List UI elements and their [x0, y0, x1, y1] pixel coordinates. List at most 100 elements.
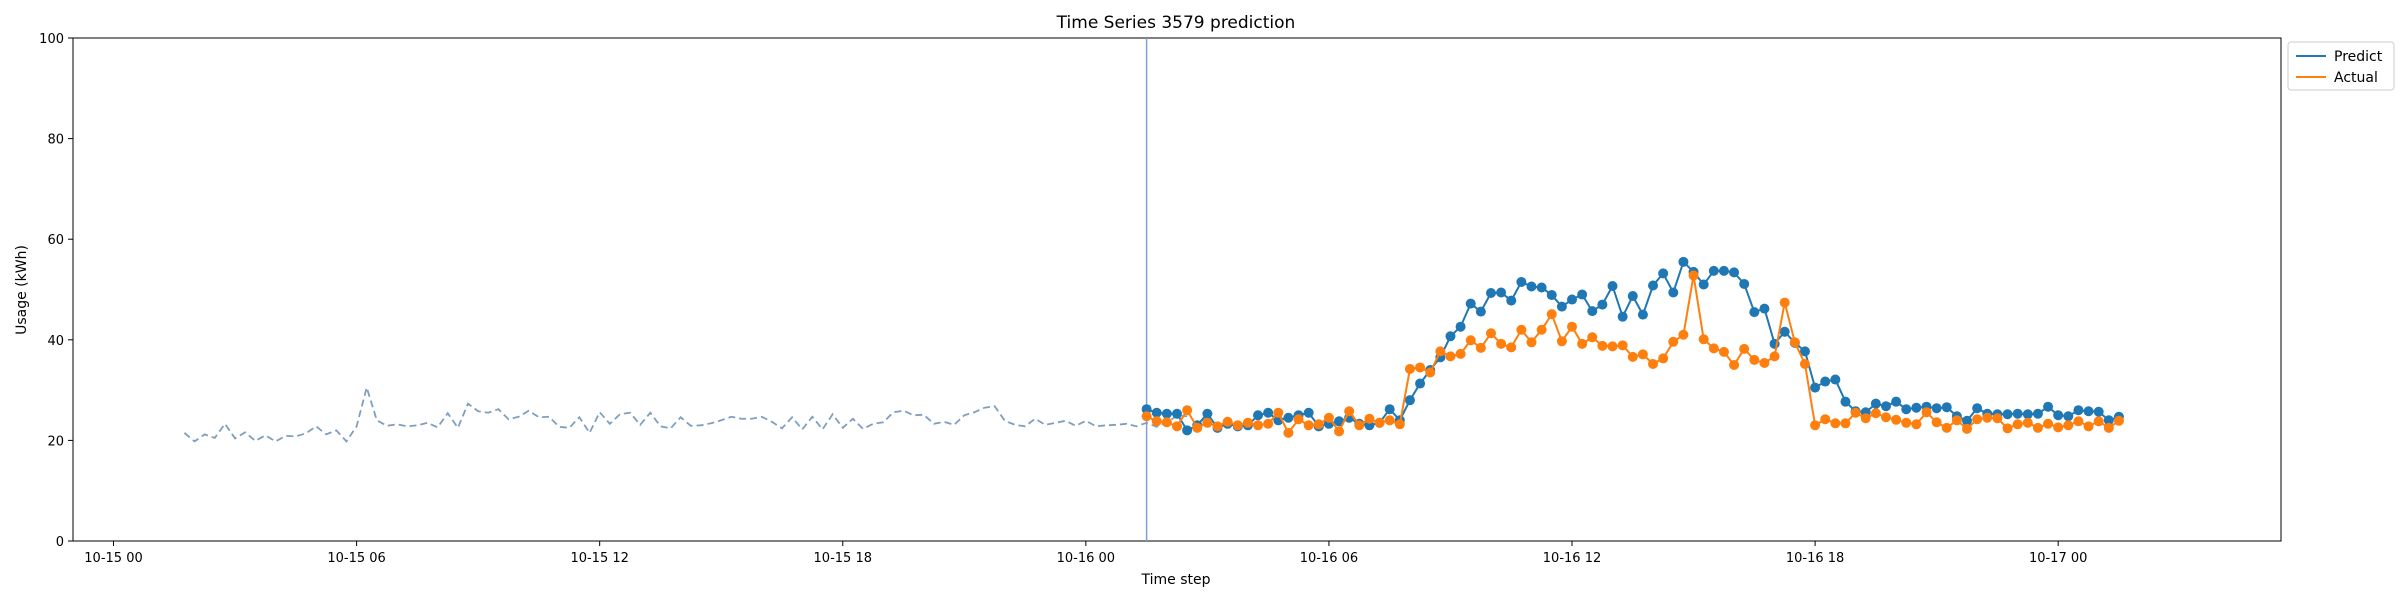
data-point-actual — [1931, 417, 1942, 428]
data-point-actual — [1455, 348, 1466, 359]
data-point-actual — [1475, 342, 1486, 353]
data-point-actual — [1202, 417, 1213, 428]
data-point-actual — [1293, 414, 1304, 425]
data-point-actual — [1354, 420, 1365, 431]
data-point-predict — [1496, 287, 1507, 298]
data-point-actual — [1496, 338, 1507, 349]
legend-label-predict: Predict — [2334, 49, 2383, 65]
data-point-actual — [1810, 420, 1821, 431]
y-tick-label: 80 — [47, 133, 64, 148]
data-point-predict — [1617, 311, 1628, 322]
data-point-actual — [2022, 417, 2033, 428]
data-point-predict — [1546, 290, 1557, 301]
data-point-actual — [2063, 420, 2074, 431]
data-point-actual — [1729, 359, 1740, 370]
data-point-actual — [1860, 413, 1871, 424]
data-point-actual — [1850, 407, 1861, 418]
data-point-actual — [1962, 423, 1973, 434]
data-point-actual — [1658, 353, 1669, 364]
data-point-predict — [1404, 395, 1415, 406]
data-point-actual — [1182, 405, 1193, 416]
data-point-actual — [1303, 420, 1314, 431]
data-point-predict — [1384, 404, 1395, 415]
data-point-predict — [1303, 407, 1314, 418]
data-point-actual — [1799, 358, 1810, 369]
data-point-actual — [1678, 329, 1689, 340]
data-point-predict — [1779, 326, 1790, 337]
data-point-actual — [1607, 341, 1618, 352]
data-point-predict — [1931, 403, 1942, 414]
data-point-actual — [1718, 346, 1729, 357]
plot-frame — [72, 37, 2282, 542]
data-point-actual — [1779, 297, 1790, 308]
data-point-predict — [2043, 401, 2054, 412]
data-point-actual — [1708, 343, 1719, 354]
data-point-actual — [1374, 417, 1385, 428]
data-point-predict — [1870, 398, 1881, 409]
x-tick-label: 10-16 18 — [1786, 551, 1844, 566]
data-point-predict — [2053, 410, 2064, 421]
data-point-predict — [1536, 282, 1547, 293]
x-tick-label: 10-15 00 — [84, 551, 142, 566]
y-tick-label: 60 — [47, 233, 64, 248]
data-point-actual — [2113, 415, 2124, 426]
data-point-predict — [1485, 288, 1496, 299]
data-point-predict — [1455, 321, 1466, 332]
data-point-predict — [1172, 408, 1182, 419]
data-point-actual — [1880, 412, 1891, 423]
data-point-actual — [2012, 419, 2023, 430]
data-point-predict — [1263, 407, 1274, 418]
data-point-actual — [1151, 416, 1162, 427]
data-point-predict — [1749, 307, 1760, 318]
chart-title: Time Series 3579 prediction — [1056, 13, 1296, 33]
x-axis-label: Time step — [1141, 572, 1211, 588]
data-point-actual — [1597, 340, 1608, 351]
data-point-predict — [1678, 256, 1689, 267]
data-point-actual — [1870, 408, 1881, 419]
data-point-actual — [1567, 321, 1578, 332]
data-point-actual — [1242, 417, 1253, 428]
data-point-predict — [1253, 410, 1264, 421]
data-point-predict — [1941, 402, 1952, 413]
data-point-actual — [1334, 426, 1345, 437]
y-tick-label: 0 — [56, 535, 64, 550]
data-point-predict — [1415, 378, 1426, 389]
data-point-actual — [1222, 416, 1233, 427]
data-point-actual — [1637, 349, 1648, 360]
data-point-predict — [1597, 299, 1608, 310]
data-point-predict — [1911, 402, 1922, 413]
data-point-predict — [1334, 416, 1345, 427]
data-point-actual — [1161, 417, 1172, 428]
data-point-actual — [1901, 417, 1912, 428]
data-point-predict — [2012, 408, 2023, 419]
data-point-actual — [2043, 418, 2054, 429]
data-point-actual — [2083, 421, 2094, 432]
data-point-predict — [1283, 412, 1294, 423]
data-point-predict — [2063, 411, 2074, 422]
data-point-predict — [1708, 265, 1719, 276]
data-point-predict — [2083, 406, 2094, 417]
data-point-actual — [1364, 413, 1375, 424]
data-point-actual — [1344, 406, 1355, 417]
data-point-actual — [1212, 421, 1223, 432]
data-point-actual — [1982, 412, 1993, 423]
data-point-actual — [1739, 343, 1750, 354]
data-point-actual — [1668, 336, 1679, 347]
y-tick-label: 40 — [47, 334, 64, 349]
data-point-predict — [1880, 401, 1891, 412]
data-point-predict — [1567, 294, 1578, 305]
data-point-actual — [2093, 416, 2104, 427]
data-point-actual — [1830, 418, 1841, 429]
data-point-actual — [2053, 422, 2064, 433]
data-point-predict — [1718, 265, 1729, 276]
data-point-predict — [2022, 409, 2033, 420]
x-tick-label: 10-16 06 — [1300, 551, 1358, 566]
data-point-actual — [1759, 357, 1770, 368]
data-point-actual — [1921, 407, 1932, 418]
data-point-predict — [1891, 396, 1902, 407]
data-point-predict — [1556, 301, 1567, 312]
data-point-predict — [1526, 281, 1537, 292]
data-point-actual — [1587, 332, 1598, 343]
data-point-actual — [1617, 340, 1628, 351]
data-point-predict — [1607, 280, 1618, 291]
